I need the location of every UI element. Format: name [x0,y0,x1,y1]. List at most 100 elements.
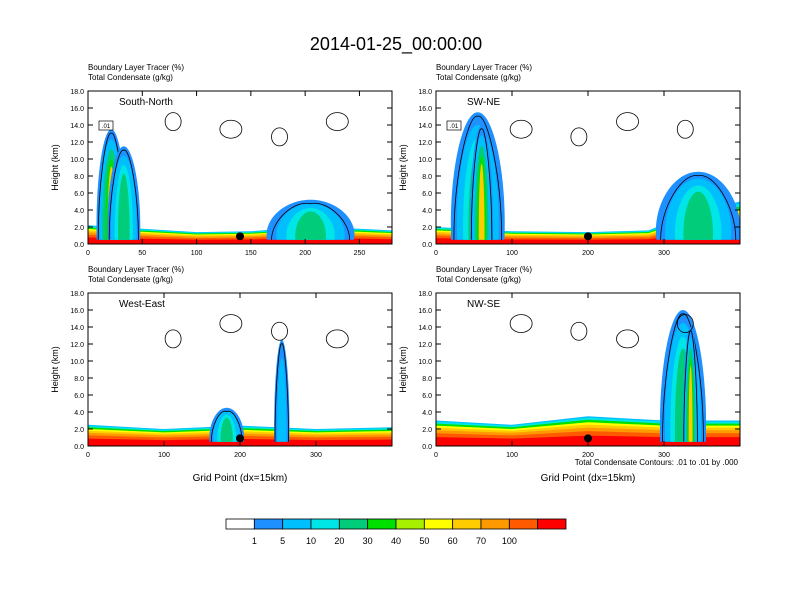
contour-footnote: Total Condensate Contours: .01 to .01 by… [575,458,739,467]
x-axis-label: Grid Point (dx=15km) [193,473,288,484]
colorbar-swatch [537,518,567,530]
y-tick-label: 2.0 [74,225,84,232]
y-tick-label: 14.0 [418,123,432,130]
condensate-contour [108,149,139,240]
condensate-contour [453,115,503,240]
colorbar-tick-label: 30 [363,536,373,546]
condensate-contour [662,313,704,442]
condensate-contour [325,112,349,131]
y-tick-label: 2.0 [74,427,84,434]
location-marker [584,434,592,443]
y-axis-label: Height (km) [398,144,408,191]
y-tick-label: 10.0 [418,157,432,164]
y-tick-label: 4.0 [422,410,432,417]
panels: 0.0 2.0 4.0 6.0 8.0 10.0 12.0 14.0 16.0 18.0 0 50 10… [50,63,741,484]
colorbar-swatch [508,518,539,530]
plot-area [436,310,740,446]
panel-nw-se: 0.0 2.0 4.0 6.0 8.0 10.0 12.0 14.0 16.0 18.0 0 100 2… [398,265,741,484]
x-tick-label: 100 [506,250,518,257]
y-axis-label: Height (km) [50,346,60,393]
plume-shading [277,358,287,442]
y-tick-label: 6.0 [422,191,432,198]
colorbar-tick-label: 100 [502,536,517,546]
plot-area [88,112,392,244]
condensate-contour [676,314,694,334]
plot-area [88,314,392,446]
y-tick-label: 8.0 [74,174,84,181]
x-tick-label: 50 [138,250,146,257]
plot-frame [87,90,393,245]
y-tick-label: 16.0 [418,106,432,113]
contour-label-box [446,120,462,131]
x-tick-label: 200 [582,452,594,459]
x-tick-label: 300 [658,452,670,459]
x-tick-label: 0 [86,452,90,459]
colorbar-swatch [480,518,510,530]
y-tick-label: 14.0 [70,123,84,130]
colorbar-swatch [395,518,425,530]
condensate-contour [274,343,289,442]
plume-shading [478,163,485,240]
colorbar-tick-label: 10 [306,536,316,546]
x-tick-label: 100 [506,452,518,459]
colorbar-tick-label: 5 [280,536,285,546]
y-tick-label: 0.0 [74,242,84,249]
x-tick-label: 300 [658,250,670,257]
condensate-contour [210,410,243,442]
condensate-contour [660,175,737,240]
y-tick-label: 6.0 [422,393,432,400]
x-tick-label: 200 [582,250,594,257]
plume-shading [295,211,326,240]
left-title-2: Total Condensate (g/kg) [436,73,521,82]
left-title-1: Boundary Layer Tracer (%) [88,63,184,72]
left-title-2: Total Condensate (g/kg) [436,275,521,284]
plume-shading [683,191,713,240]
colorbar-tick-label: 40 [391,536,401,546]
condensate-contour [164,329,182,349]
condensate-contour [509,314,533,334]
y-tick-label: 14.0 [70,325,84,332]
panel-label: SW-NE [467,97,500,108]
x-axis-label: Grid Point (dx=15km) [541,473,636,484]
y-tick-label: 16.0 [70,106,84,113]
condensate-contour [676,119,694,139]
y-tick-label: 18.0 [70,291,84,298]
colorbar: 1 5 10 20 30 40 50 60 70 100 [225,518,567,546]
panel-sw-ne: 0.0 2.0 4.0 6.0 8.0 10.0 12.0 14.0 16.0 18.0 0 100 2… [398,63,741,257]
plume-shading [118,173,130,240]
figure-title: 2014-01-25_00:00:00 [310,34,482,55]
y-tick-label: 18.0 [70,89,84,96]
location-marker [236,434,244,443]
colorbar-swatch [310,518,340,530]
condensate-contour [164,112,182,131]
colorbar-tick-label: 70 [476,536,486,546]
y-tick-label: 12.0 [418,342,432,349]
colorbar-swatch [253,518,284,530]
y-tick-label: 12.0 [418,140,432,147]
y-tick-label: 2.0 [422,225,432,232]
colorbar-tick-label: 50 [419,536,429,546]
condensate-contour [219,314,243,334]
condensate-contour [271,321,288,341]
x-tick-label: 150 [245,250,257,257]
condensate-contour [271,127,288,147]
y-tick-label: 4.0 [74,410,84,417]
left-title-1: Boundary Layer Tracer (%) [436,63,532,72]
x-tick-label: 300 [310,452,322,459]
y-tick-label: 6.0 [74,393,84,400]
condensate-contour [470,128,493,240]
location-marker [236,232,244,241]
condensate-contour [570,321,588,341]
colorbar-tick-label: 60 [448,536,458,546]
y-tick-label: 8.0 [422,376,432,383]
location-marker [584,232,592,241]
condensate-contour [616,329,639,349]
x-tick-label: 0 [434,452,438,459]
y-tick-label: 8.0 [422,174,432,181]
colorbar-swatch [367,518,397,530]
contour-label: .01 [450,124,459,130]
panel-west-east: 0.0 2.0 4.0 6.0 8.0 10.0 12.0 14.0 16.0 18.0 0 100 2… [50,265,393,484]
contour-label-box [98,120,114,131]
y-tick-label: 8.0 [74,376,84,383]
panel-south-north: 0.0 2.0 4.0 6.0 8.0 10.0 12.0 14.0 16.0 18.0 0 50 10… [50,63,393,257]
